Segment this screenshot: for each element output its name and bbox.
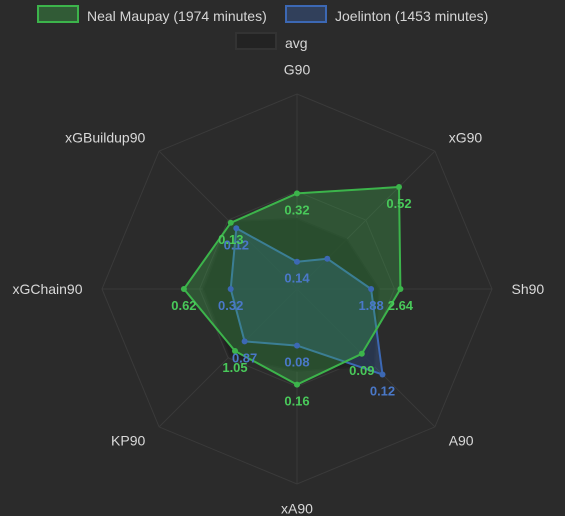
maupay-value-a90: 0.09 — [349, 363, 374, 378]
value-labels: 0.14 1.88 0.12 0.08 0.87 0.32 0.12 0.32 0.52 2.64… — [171, 196, 414, 409]
joelinton-point-sh90 — [368, 286, 375, 292]
legend-swatch-1 — [37, 5, 79, 23]
joelinton-point-a90 — [379, 371, 386, 378]
joelinton-value-g90: 0.14 — [284, 271, 310, 286]
axis-label-xg90: xG90 — [449, 129, 483, 145]
joelinton-point-xg90 — [324, 255, 331, 262]
joelinton-value-kp90: 0.87 — [232, 350, 257, 365]
axis-label-xgbuildup90: xGBuildup90 — [65, 129, 145, 145]
series-points — [180, 184, 404, 388]
maupay-value-xgchain90: 0.62 — [171, 298, 196, 313]
maupay-point-g90 — [294, 190, 300, 197]
legend-swatch-3 — [235, 32, 277, 50]
joelinton-point-xa90 — [294, 342, 300, 349]
axis-label-xa90: xA90 — [281, 501, 313, 516]
maupay-value-xgbuildup90: 0.13 — [218, 232, 243, 247]
legend-label-2: Joelinton (1453 minutes) — [335, 8, 488, 24]
series-areas — [182, 186, 402, 386]
axis-label-g90: G90 — [284, 62, 311, 78]
maupay-point-sh90 — [397, 286, 404, 292]
avg-area — [202, 218, 380, 372]
maupay-point-a90 — [358, 350, 365, 357]
joelinton-value-xgchain90: 0.32 — [218, 298, 243, 313]
maupay-value-g90: 0.32 — [284, 202, 309, 217]
maupay-value-xg90: 0.52 — [386, 196, 411, 211]
axis-label-sh90: Sh90 — [512, 281, 545, 297]
legend: Neal Maupay (1974 minutes) Joelinton (145… — [37, 5, 488, 51]
maupay-point-xgbuildup90 — [227, 219, 234, 226]
joelinton-point-xgbuildup90 — [233, 225, 240, 232]
joelinton-value-sh90: 1.88 — [358, 298, 383, 313]
maupay-point-xa90 — [294, 381, 300, 388]
axis-label-a90: A90 — [449, 433, 474, 449]
legend-label-3: avg — [285, 35, 308, 51]
legend-swatch-2 — [285, 5, 327, 23]
joelinton-value-a90: 0.12 — [370, 384, 395, 399]
joelinton-point-xgchain90 — [227, 286, 234, 292]
maupay-value-sh90: 2.64 — [388, 298, 414, 313]
joelinton-point-kp90 — [241, 338, 248, 345]
maupay-point-kp90 — [232, 348, 238, 354]
axis-label-xgchain90: xGChain90 — [12, 281, 82, 297]
maupay-value-xa90: 0.16 — [284, 394, 309, 409]
legend-label-1: Neal Maupay (1974 minutes) — [87, 8, 267, 24]
joelinton-value-xgbuildup90: 0.12 — [224, 237, 249, 252]
maupay-value-kp90: 1.05 — [222, 360, 247, 375]
axis-labels: G90 xG90 Sh90 A90 xA90 KP90 xGChain90 xGBuildup… — [12, 62, 544, 516]
joelinton-point-g90 — [294, 258, 300, 265]
maupay-point-xg90 — [396, 184, 402, 190]
joelinton-value-xa90: 0.08 — [284, 355, 309, 370]
maupay-point-xgchain90 — [180, 286, 187, 292]
axis-label-kp90: KP90 — [111, 433, 145, 449]
